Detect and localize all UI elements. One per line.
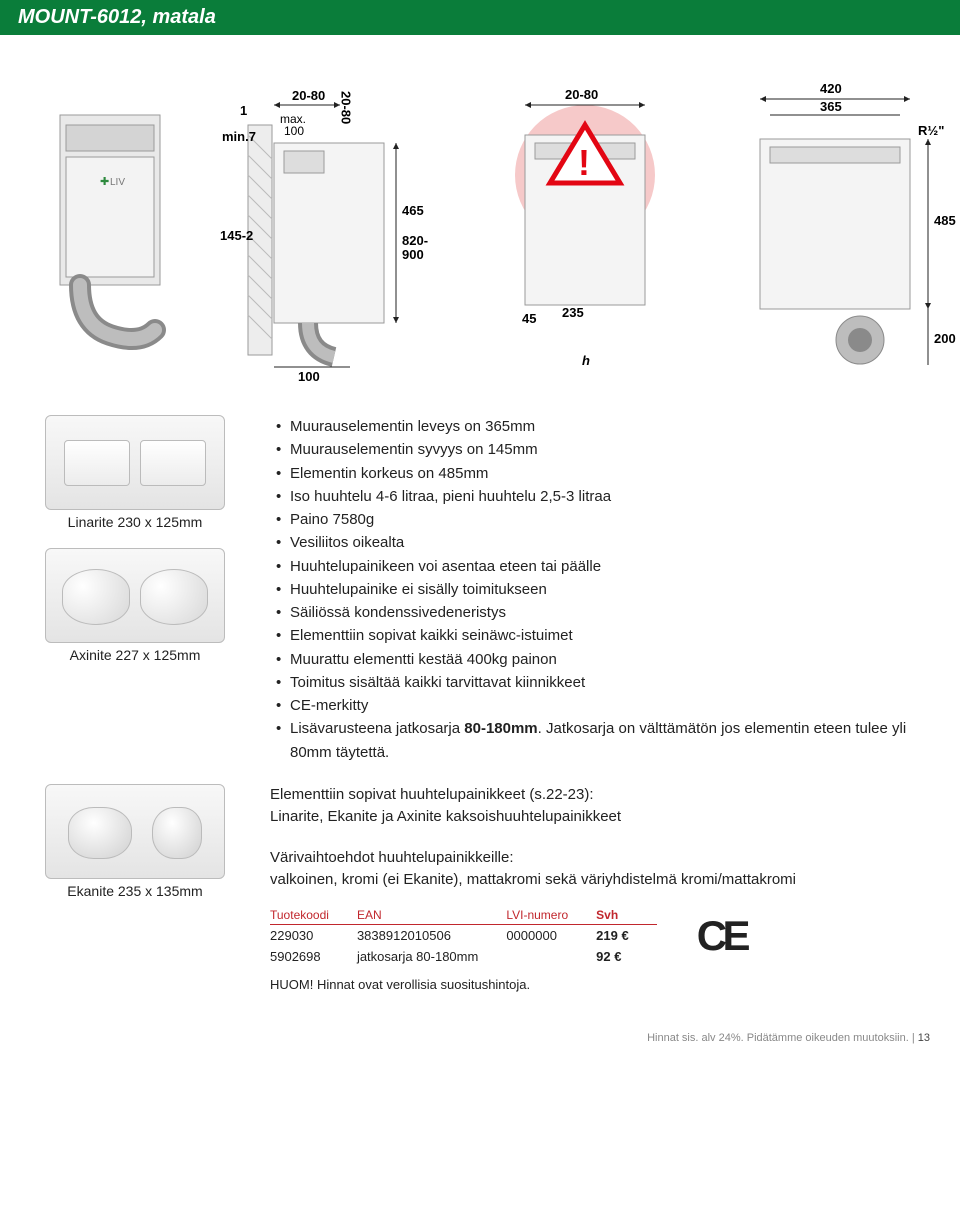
plate-linarite <box>45 415 225 510</box>
diagram-front-warning: ! 20-80 45 235 h <box>470 65 700 385</box>
svg-text:100: 100 <box>298 369 320 384</box>
diagram-side-wall: min.7 1 145-2 20-80 20-80 max.100 465 82… <box>220 65 450 385</box>
price-cell: 92 € <box>596 946 657 967</box>
price-table: TuotekoodiEANLVI-numeroSvh 2290303838912… <box>270 906 657 967</box>
spec-list: Muurauselementin leveys on 365mmMuurause… <box>270 415 930 764</box>
svg-text:485: 485 <box>934 213 956 228</box>
spec-item: Muurauselementin leveys on 365mm <box>276 415 930 438</box>
spec-item: Iso huuhtelu 4-6 litraa, pieni huuhtelu … <box>276 485 930 508</box>
price-cell: 229030 <box>270 924 357 946</box>
price-row: 22903038389120105060000000219 € <box>270 924 657 946</box>
spec-item: Vesiliitos oikealta <box>276 531 930 554</box>
compat-line2: Linarite, Ekanite ja Axinite kaksoishuuh… <box>270 806 930 829</box>
svg-text:420: 420 <box>820 81 842 96</box>
svg-text:20-80: 20-80 <box>565 87 598 102</box>
svg-text:20-80: 20-80 <box>292 88 325 103</box>
spec-item: Toimitus sisältää kaikki tarvittavat kii… <box>276 671 930 694</box>
diagram-isometric: ✚ LIV <box>30 85 200 385</box>
spec-item: Elementin korkeus on 485mm <box>276 462 930 485</box>
specs-column: Muurauselementin leveys on 365mmMuurause… <box>270 415 930 764</box>
svg-text:LIV: LIV <box>110 177 125 188</box>
svg-text:20-80: 20-80 <box>339 91 354 124</box>
plate-axinite <box>45 548 225 643</box>
ce-mark-icon: C E <box>697 912 747 960</box>
spec-item: Säiliössä kondenssivedeneristys <box>276 601 930 624</box>
spec-item: Muurauselementin syvyys on 145mm <box>276 438 930 461</box>
spec-item: Muurattu elementti kestää 400kg painon <box>276 648 930 671</box>
technical-diagram-row: ✚ LIV <box>0 35 960 395</box>
colors-line2: valkoinen, kromi (ei Ekanite), mattakrom… <box>270 869 930 892</box>
price-cell <box>506 946 596 967</box>
price-cell: jatkosarja 80-180mm <box>357 946 506 967</box>
plate-ekanite-caption: Ekanite 235 x 135mm <box>30 883 240 899</box>
plate-linarite-caption: Linarite 230 x 125mm <box>30 514 240 530</box>
svg-text:min.7: min.7 <box>222 129 256 144</box>
page-footer: Hinnat sis. alv 24%. Pidätämme oikeuden … <box>0 1002 960 1044</box>
svg-text:145-2: 145-2 <box>220 228 253 243</box>
diagram-front-right: 420 365 R½" 485 200 <box>720 65 960 385</box>
svg-text:820-900: 820-900 <box>402 233 428 262</box>
footer-text: Hinnat sis. alv 24%. Pidätämme oikeuden … <box>647 1032 909 1044</box>
svg-text:!: ! <box>578 142 590 183</box>
price-header: Svh <box>596 906 657 925</box>
price-row: 5902698jatkosarja 80-180mm 92 € <box>270 946 657 967</box>
svg-text:465: 465 <box>402 203 424 218</box>
plate-axinite-caption: Axinite 227 x 125mm <box>30 647 240 663</box>
flush-plates-column: Linarite 230 x 125mm Axinite 227 x 125mm <box>30 415 240 764</box>
spec-item: CE-merkitty <box>276 694 930 717</box>
spec-item: Huuhtelupainikeen voi asentaa eteen tai … <box>276 555 930 578</box>
compat-line1: Elementtiin sopivat huuhtelupainikkeet (… <box>270 784 930 807</box>
price-cell: 0000000 <box>506 924 596 946</box>
svg-text:200: 200 <box>934 331 956 346</box>
svg-text:R½": R½" <box>918 123 944 138</box>
svg-text:1: 1 <box>240 103 247 118</box>
svg-text:✚: ✚ <box>100 176 109 188</box>
svg-text:365: 365 <box>820 99 842 114</box>
plate-ekanite <box>45 784 225 879</box>
price-header: LVI-numero <box>506 906 596 925</box>
spec-item: Elementtiin sopivat kaikki seinäwc-istui… <box>276 624 930 647</box>
price-header: EAN <box>357 906 506 925</box>
colors-line1: Värivaihtoehdot huuhtelupainikkeille: <box>270 847 930 870</box>
spec-item: Paino 7580g <box>276 508 930 531</box>
price-header: Tuotekoodi <box>270 906 357 925</box>
price-cell: 3838912010506 <box>357 924 506 946</box>
svg-text:max.100: max.100 <box>280 112 306 138</box>
svg-text:45: 45 <box>522 311 536 326</box>
spec-item: Lisävarusteena jatkosarja 80-180mm. Jatk… <box>276 717 930 764</box>
svg-text:h: h <box>582 353 590 368</box>
price-cell: 5902698 <box>270 946 357 967</box>
price-cell: 219 € <box>596 924 657 946</box>
footer-page-number: 13 <box>918 1032 930 1044</box>
price-note: HUOM! Hinnat ovat verollisia suositushin… <box>270 977 657 992</box>
page-title: MOUNT-6012, matala <box>0 0 960 35</box>
spec-item: Huuhtelupainike ei sisälly toimitukseen <box>276 578 930 601</box>
svg-text:235: 235 <box>562 305 584 320</box>
